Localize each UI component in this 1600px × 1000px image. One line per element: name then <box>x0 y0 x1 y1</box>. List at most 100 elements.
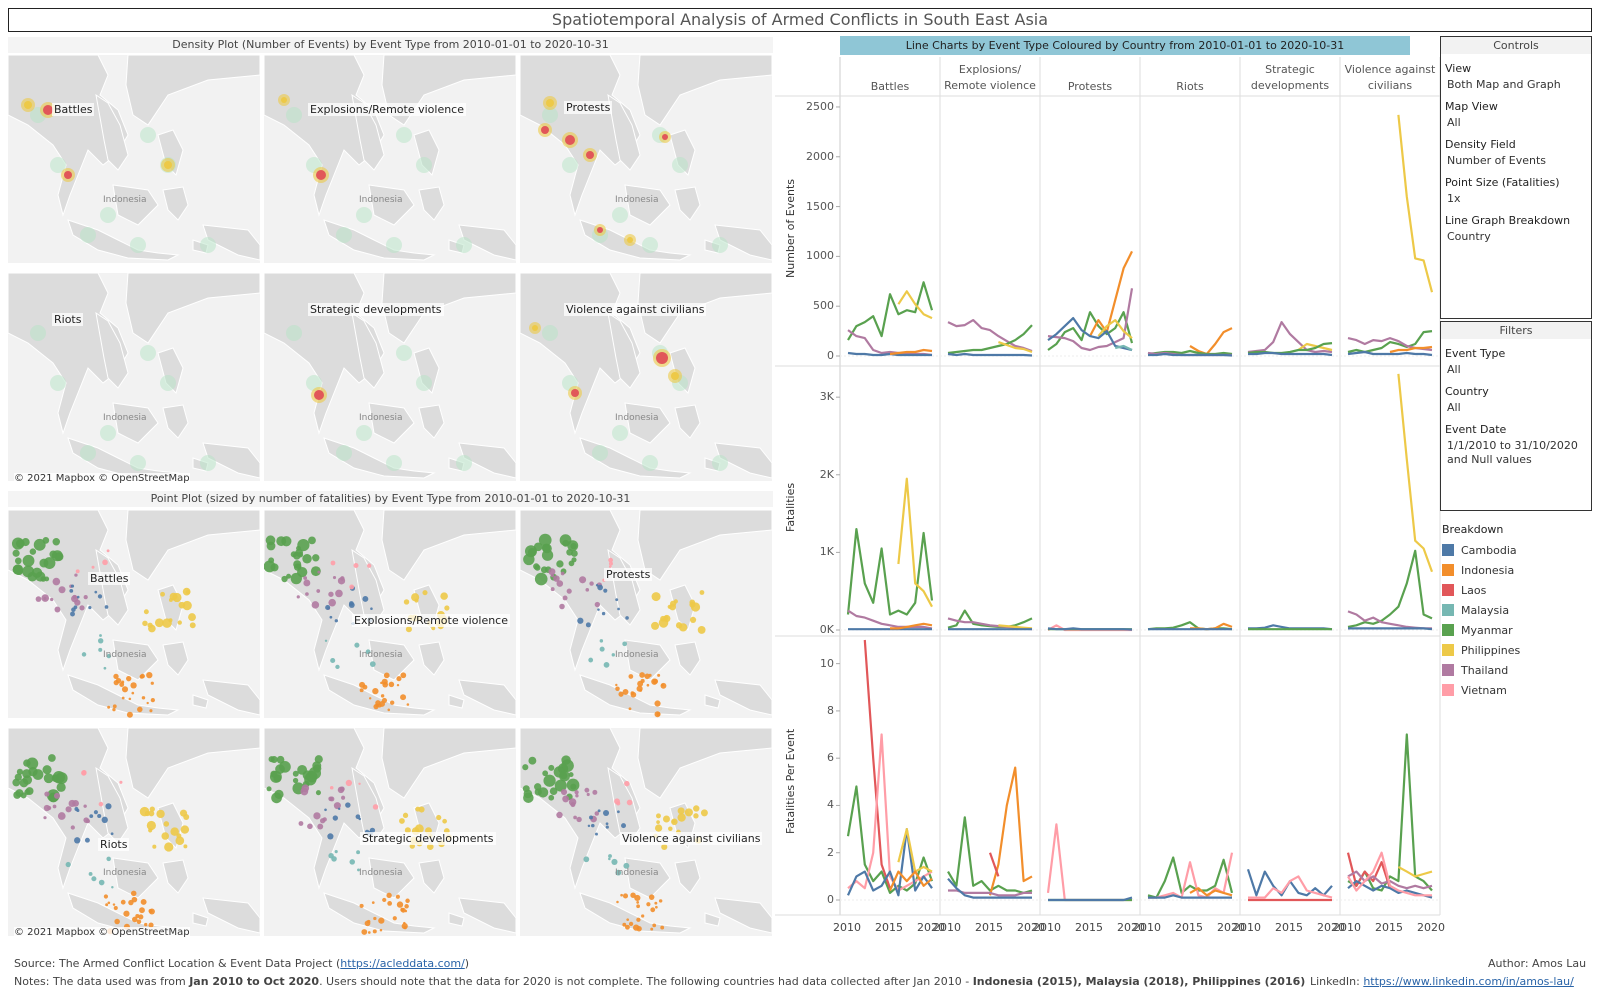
land-shape <box>112 184 159 226</box>
fatality-point <box>312 554 320 562</box>
fatality-point <box>42 765 52 775</box>
legend-item[interactable]: Philippines <box>1442 640 1592 660</box>
source-note: Source: The Armed Conflict Location & Ev… <box>14 957 469 970</box>
legend-item[interactable]: Thailand <box>1442 660 1592 680</box>
fatality-point <box>91 876 97 882</box>
fatality-point <box>589 581 594 586</box>
linkedin-link[interactable]: https://www.linkedin.com/in/amos-lau/ <box>1363 975 1574 988</box>
fatality-point <box>372 929 377 934</box>
map-event-type-label: Explosions/Remote violence <box>352 614 510 627</box>
density-blob <box>200 237 216 253</box>
point-map-tile[interactable]: Violence against civilians Indonesia <box>520 728 772 936</box>
fatality-point <box>140 899 147 905</box>
fatality-point <box>592 789 598 795</box>
y-axis-title: Number of Events <box>784 178 797 278</box>
fatality-point <box>650 907 656 913</box>
map-shapes <box>520 510 772 718</box>
point-map-tile[interactable]: Strategic developments Indonesia <box>264 728 516 936</box>
legend-item[interactable]: Cambodia <box>1442 540 1592 560</box>
x-tick-label: 2010 <box>833 921 861 934</box>
point-map-tile[interactable]: Protests Indonesia <box>520 510 772 718</box>
fatality-point <box>608 565 612 568</box>
legend-item[interactable]: Laos <box>1442 580 1592 600</box>
fatality-point <box>270 755 278 764</box>
density-blob <box>336 227 352 243</box>
fatality-point <box>74 837 81 844</box>
filter-value[interactable]: All <box>1447 363 1461 376</box>
fatality-point <box>611 858 618 866</box>
legend-item[interactable]: Indonesia <box>1442 560 1592 580</box>
density-map-tile[interactable]: Strategic developments Indonesia <box>264 273 516 481</box>
land-shape <box>368 857 415 899</box>
fatality-point <box>534 783 542 791</box>
control-value[interactable]: Number of Events <box>1447 154 1547 167</box>
source-link[interactable]: https://acleddata.com/ <box>340 957 465 970</box>
y-tick-label: 8 <box>827 703 834 717</box>
density-map-tile[interactable]: Battles Indonesia <box>8 55 260 263</box>
fatality-point <box>626 799 633 806</box>
fatality-point <box>697 626 706 634</box>
fatality-point <box>605 825 609 829</box>
fatality-point <box>404 904 409 909</box>
land-shape <box>637 728 772 799</box>
point-map-tile[interactable]: Battles Indonesia <box>8 510 260 718</box>
fatality-point <box>402 812 409 818</box>
fatality-point <box>98 647 103 652</box>
fatality-point <box>106 653 112 659</box>
point-map-tile[interactable]: Riots Indonesia <box>8 728 260 936</box>
point-map-tile[interactable]: Explosions/Remote violence Indonesia <box>264 510 516 718</box>
fatality-point <box>440 592 448 600</box>
land-shape <box>162 404 189 439</box>
fatality-point <box>71 607 76 612</box>
series-line-thailand <box>1247 321 1333 354</box>
fatality-point <box>148 810 155 817</box>
control-value[interactable]: 1x <box>1447 192 1461 205</box>
density-hotspot <box>164 161 172 169</box>
fatality-point <box>436 814 442 821</box>
land-shape <box>674 186 701 221</box>
legend-item[interactable]: Myanmar <box>1442 620 1592 640</box>
fatality-point <box>189 622 196 629</box>
land-shape <box>579 892 692 934</box>
land-shape <box>192 694 209 709</box>
fatality-point <box>130 682 137 689</box>
land-shape <box>125 510 260 581</box>
density-map-tile[interactable]: Violence against civilians Indonesia <box>520 273 772 481</box>
fatality-point <box>148 922 154 928</box>
filter-value[interactable]: All <box>1447 401 1461 414</box>
density-map-tile[interactable]: Explosions/Remote violence Indonesia <box>264 55 516 263</box>
density-map-tile[interactable]: Protests Indonesia <box>520 55 772 263</box>
fatality-point <box>349 859 356 865</box>
line-charts-title: Line Charts by Event Type Coloured by Co… <box>840 36 1410 55</box>
control-value[interactable]: Both Map and Graph <box>1447 78 1561 91</box>
fatality-point <box>328 591 334 597</box>
land-shape <box>607 311 641 389</box>
land-shape <box>125 55 260 126</box>
fatality-point <box>154 618 164 628</box>
density-map-tile[interactable]: Riots Indonesia <box>8 273 260 481</box>
line-column-header: Explosions/Remote violence <box>944 63 1036 92</box>
legend-item[interactable]: Vietnam <box>1442 680 1592 700</box>
control-value[interactable]: Country <box>1447 230 1491 243</box>
density-hotspot <box>316 170 326 180</box>
fatality-point <box>426 843 434 851</box>
filter-value[interactable]: 1/1/2010 to 31/10/2020 and Null values <box>1447 439 1578 466</box>
series-line-laos <box>1346 852 1392 889</box>
fatality-point <box>138 914 144 920</box>
land-shape <box>448 694 465 709</box>
x-tick-label: 2010 <box>1133 921 1161 934</box>
filter-label: Country <box>1445 385 1489 398</box>
land-shape <box>368 184 415 226</box>
legend-item[interactable]: Malaysia <box>1442 600 1592 620</box>
legend-title: Breakdown <box>1442 523 1504 536</box>
density-hotspot <box>546 99 554 107</box>
fatality-point <box>354 642 360 648</box>
fatality-point <box>107 901 111 905</box>
land-shape <box>95 766 129 844</box>
fatality-point <box>661 843 668 851</box>
fatality-point <box>182 600 192 611</box>
fatality-point <box>296 545 301 551</box>
fatality-point <box>144 922 148 927</box>
control-value[interactable]: All <box>1447 116 1461 129</box>
fatality-point <box>112 707 116 712</box>
